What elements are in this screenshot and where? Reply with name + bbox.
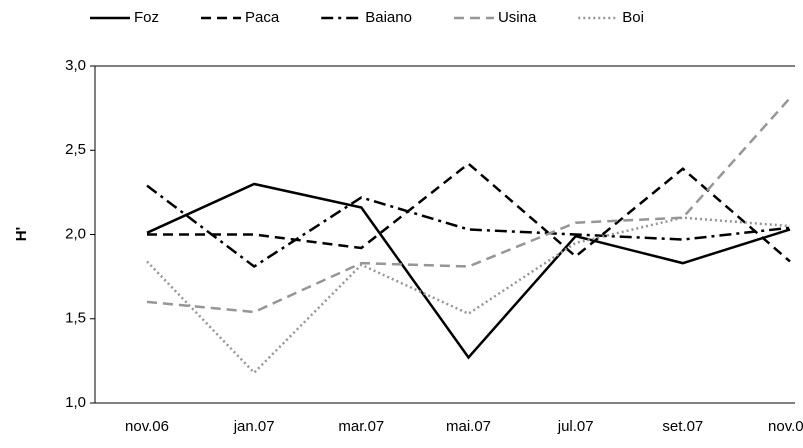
y-tick-label: 3,0	[65, 57, 86, 74]
x-tick-label: nov.07	[768, 418, 803, 435]
y-tick-label: 1,0	[65, 394, 86, 411]
y-tick-label: 2,5	[65, 141, 86, 158]
x-tick-label: mar.07	[338, 418, 384, 435]
x-tick-label: set.07	[662, 418, 703, 435]
series-line	[146, 97, 791, 314]
legend-label: Foz	[134, 9, 159, 26]
series-line	[146, 184, 791, 269]
x-tick-label: jan.07	[233, 418, 275, 435]
series-line	[147, 162, 791, 263]
series-line	[146, 182, 791, 360]
y-tick-label: 1,5	[65, 310, 86, 327]
y-axis-label: H'	[13, 227, 30, 241]
x-tick-label: mai.07	[446, 418, 491, 435]
y-tick-label: 2,0	[65, 225, 86, 242]
x-tick-label: jul.07	[557, 418, 594, 435]
legend-label: Baiano	[365, 9, 412, 26]
legend-label: Usina	[498, 9, 537, 26]
legend-label: Paca	[245, 9, 280, 26]
x-tick-label: nov.06	[125, 418, 169, 435]
legend-label: Boi	[622, 9, 644, 26]
series-line	[146, 216, 791, 375]
